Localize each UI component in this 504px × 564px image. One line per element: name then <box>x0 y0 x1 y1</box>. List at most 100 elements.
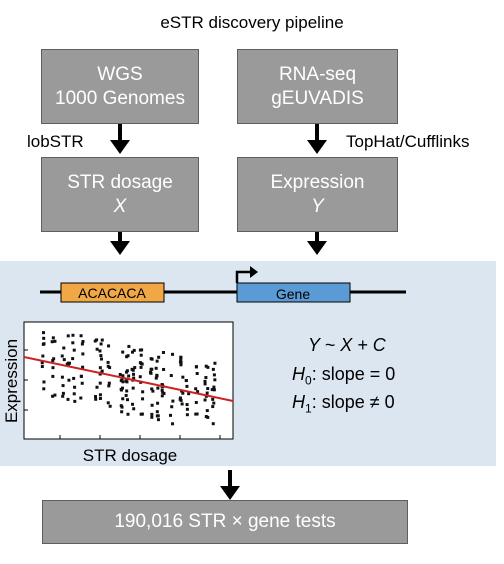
scatter-point <box>140 362 144 366</box>
page-title: eSTR discovery pipeline <box>160 13 344 32</box>
scatter-point <box>179 398 183 402</box>
scatter-point <box>171 399 175 403</box>
scatter-point <box>120 410 124 414</box>
tophat-label: TopHat/Cufflinks <box>346 132 470 151</box>
scatter-point <box>180 402 184 406</box>
scatter-point <box>203 398 207 402</box>
scatter-point <box>132 407 136 411</box>
scatter-point <box>132 348 136 352</box>
scatter-point <box>125 355 129 359</box>
scatter-point <box>42 336 46 340</box>
scatter-point <box>206 365 210 369</box>
scatter-point <box>194 387 198 391</box>
scatter-point <box>204 376 208 380</box>
scatter-point <box>71 333 75 337</box>
scatter-point <box>66 334 70 338</box>
scatter-point <box>99 354 103 358</box>
scatter-point <box>178 360 182 364</box>
scatter-point <box>53 393 57 397</box>
scatter-point <box>108 404 112 408</box>
scatter-point <box>81 365 85 369</box>
scatter-point <box>211 405 215 409</box>
scatter-point <box>160 383 164 387</box>
scatter-point <box>42 342 46 346</box>
scatter-point <box>72 392 76 396</box>
scatter-point <box>124 393 128 397</box>
scatter-point <box>185 413 189 417</box>
scatter-point <box>212 385 216 389</box>
scatter-point <box>66 397 70 401</box>
scatter-point <box>53 339 57 343</box>
rnaseq-box-line2: gEUVADIS <box>271 87 364 109</box>
scatter-point <box>213 378 217 382</box>
scatter-point <box>150 403 154 407</box>
scatter-point <box>154 376 158 380</box>
scatter-point <box>195 372 199 376</box>
scatter-point <box>40 365 44 369</box>
scatter-point <box>141 397 145 401</box>
scatter-point <box>98 396 102 400</box>
scatter-point <box>211 422 215 426</box>
scatter-point <box>179 363 183 367</box>
scatter-point <box>195 412 199 416</box>
scatter-point <box>79 374 83 378</box>
arrow-expression-to-panel-head <box>307 241 327 255</box>
regression-line <box>23 356 234 402</box>
scatter-points <box>40 331 217 426</box>
scatter-point <box>127 344 131 348</box>
scatter-point <box>155 410 159 414</box>
scatter-point <box>212 401 216 405</box>
scatter-point <box>156 386 160 390</box>
alt-h: H <box>292 392 305 412</box>
scatter-point <box>72 348 76 352</box>
scatter-point <box>121 380 125 384</box>
scatter-point <box>61 384 65 388</box>
scatter-point <box>40 361 44 365</box>
scatter-point <box>61 391 65 395</box>
scatter-plot-frame <box>23 321 234 440</box>
scatter-point <box>60 375 64 379</box>
scatter-point <box>154 366 158 370</box>
null-h: H <box>292 364 305 384</box>
scatter-point <box>194 400 198 404</box>
scatter-point <box>139 365 143 369</box>
scatter-point <box>41 331 45 335</box>
scatter-point <box>106 360 110 364</box>
scatter-point <box>121 350 125 354</box>
scatter-point <box>131 386 135 390</box>
scatter-point <box>205 409 209 413</box>
scatter-point <box>162 367 166 371</box>
scatter-point <box>162 392 166 396</box>
scatter-point <box>95 338 99 342</box>
scatter-point <box>81 340 85 344</box>
scatter-point <box>156 418 160 422</box>
scatter-point <box>169 413 173 417</box>
scatter-point <box>130 367 134 371</box>
wgs-box-line2: 1000 Genomes <box>55 87 185 109</box>
scatter-point <box>73 385 77 389</box>
scatter-point <box>60 354 64 358</box>
expression-box-line1: Expression <box>270 171 365 193</box>
scatter-point <box>181 375 185 379</box>
scatter-point <box>179 358 183 362</box>
str-repeat-region <box>60 282 165 303</box>
scatter-ylabel: Expression <box>2 339 21 423</box>
scatter-point <box>71 341 75 345</box>
scatter-point <box>51 374 55 378</box>
scatter-point <box>149 357 153 361</box>
scatter-point <box>79 396 83 400</box>
rnaseq-box-line1: RNA-seq <box>278 63 357 85</box>
model-equation-text: Y ~ X + C <box>308 335 386 355</box>
scatter-point <box>119 387 123 391</box>
arrow-panel-to-tests-head <box>220 486 240 500</box>
scatter-point <box>94 397 98 401</box>
scatter-point <box>140 412 144 416</box>
scatter-point <box>151 389 155 393</box>
scatter-point <box>98 349 102 353</box>
scatter-point <box>72 376 76 380</box>
scatter-point <box>125 389 129 393</box>
scatter-point <box>211 397 215 401</box>
scatter-point <box>51 366 55 370</box>
scatter-point <box>178 396 182 400</box>
scatter-point <box>42 380 46 384</box>
